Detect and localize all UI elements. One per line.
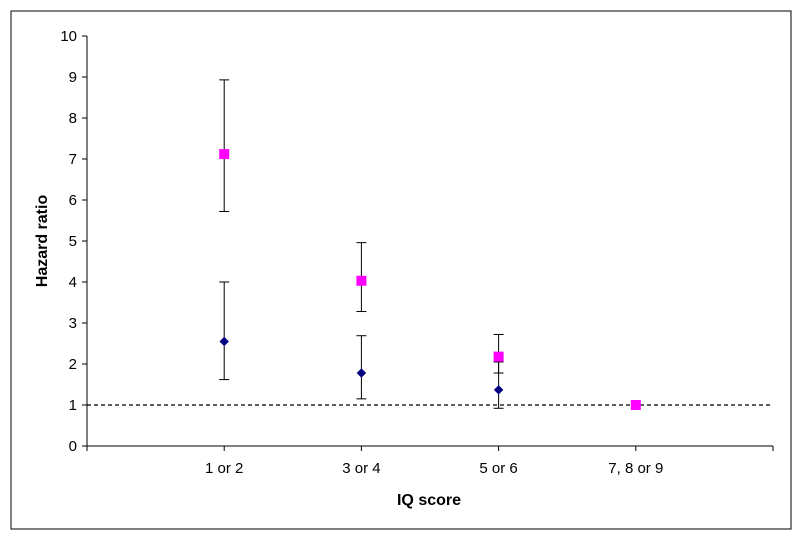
- x-axis-title: IQ score: [397, 492, 461, 509]
- y-tick-label: 2: [69, 356, 77, 373]
- axes: 0 1 2 3 4 5 6 7 8 9 10 1 or 2 3 or 4 5 or 6 7, 8 or 9: [60, 28, 774, 477]
- y-axis-title: Hazard ratio: [34, 195, 51, 288]
- x-tick-label: 3 or 4: [342, 460, 380, 477]
- y-tick-label: 4: [69, 274, 77, 291]
- x-tick-label: 7, 8 or 9: [608, 460, 663, 477]
- y-tick-label: 9: [69, 69, 77, 86]
- diamond-marker: [356, 368, 367, 378]
- square-marker: [219, 149, 230, 160]
- y-tick-label: 10: [60, 28, 77, 45]
- square-marker: [356, 275, 367, 286]
- y-tick-label: 0: [69, 438, 77, 455]
- y-tick-label: 1: [69, 397, 77, 414]
- y-tick-label: 3: [69, 315, 77, 332]
- square-marker: [493, 351, 504, 362]
- diamond-marker: [219, 336, 229, 347]
- data-markers: [219, 149, 641, 410]
- square-marker: [630, 400, 641, 410]
- diamond-marker: [493, 385, 504, 395]
- y-tick-label: 6: [69, 192, 77, 209]
- y-tick-label: 7: [69, 151, 77, 168]
- x-tick-label: 1 or 2: [205, 460, 243, 477]
- y-tick-label: 8: [69, 110, 77, 127]
- x-tick-label: 5 or 6: [479, 460, 517, 477]
- y-tick-label: 5: [69, 233, 77, 250]
- chart-area-border: [10, 10, 792, 530]
